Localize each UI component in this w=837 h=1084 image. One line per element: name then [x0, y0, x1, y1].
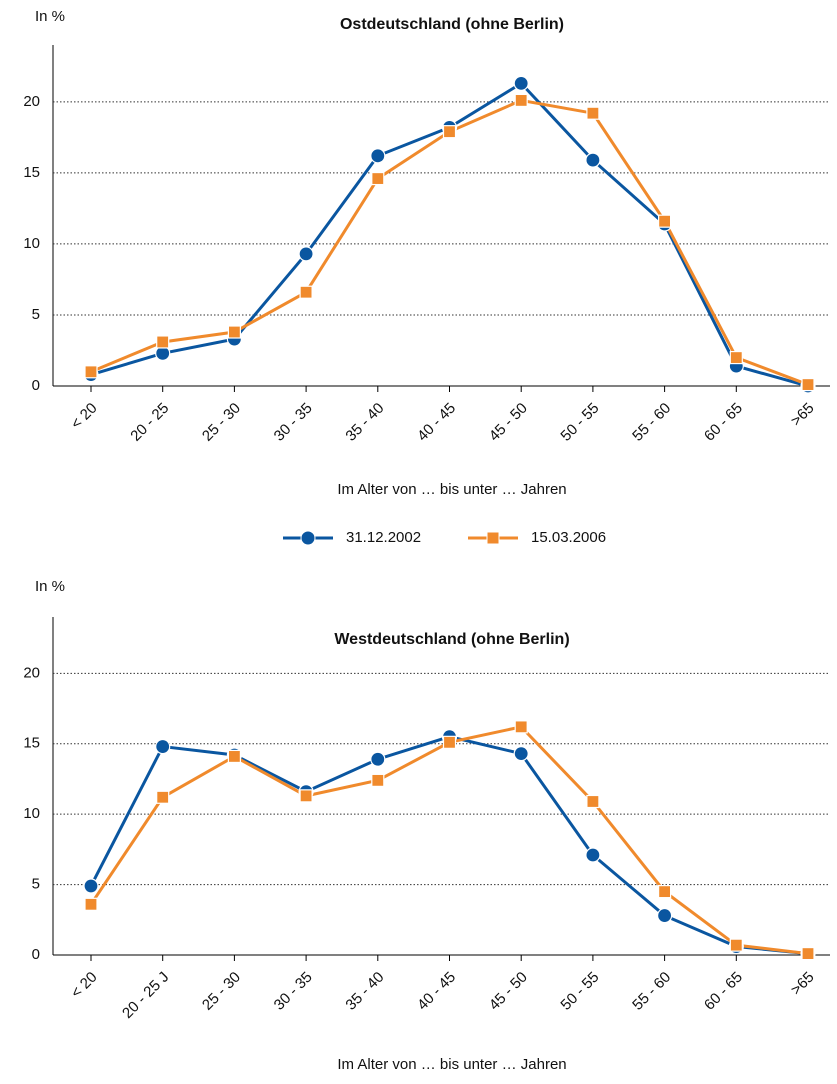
x-tick-label: 45 - 50	[486, 969, 531, 1014]
point	[156, 790, 170, 804]
y-tick-label: 10	[23, 235, 40, 252]
point	[299, 285, 313, 299]
x-tick-label: 20 - 25	[127, 400, 172, 445]
point	[729, 350, 743, 365]
y-axis-label: In %	[35, 8, 65, 25]
x-tick-label: 60 - 65	[701, 400, 746, 445]
point	[442, 125, 457, 139]
point	[83, 878, 99, 894]
point	[298, 246, 314, 262]
point	[801, 946, 815, 961]
x-tick-label: 30 - 35	[271, 400, 316, 445]
x-tick-label: >65	[788, 969, 818, 999]
y-tick-label: 15	[23, 735, 40, 752]
x-tick-label: 45 - 50	[486, 400, 531, 445]
x-tick-label: 20 - 25 J	[119, 969, 172, 1022]
y-tick-label: 15	[23, 164, 40, 181]
x-tick-label: < 20	[68, 400, 101, 433]
y-tick-label: 5	[32, 306, 40, 323]
point	[513, 746, 529, 762]
point	[801, 377, 815, 392]
x-tick-label: 25 - 30	[199, 969, 244, 1014]
point	[586, 794, 600, 809]
point	[371, 171, 385, 186]
chart-title: Ostdeutschland (ohne Berlin)	[340, 16, 564, 33]
x-axis-label: Im Alter von … bis unter … Jahren	[337, 481, 566, 498]
x-tick-label: 35 - 40	[342, 969, 387, 1014]
point	[656, 907, 673, 924]
chart-title: Westdeutschland (ohne Berlin)	[334, 631, 569, 648]
point	[442, 735, 457, 749]
x-tick-label: 50 - 55	[557, 400, 602, 445]
x-tick-label: 55 - 60	[629, 969, 674, 1014]
point	[657, 214, 672, 228]
point	[657, 885, 672, 899]
y-tick-label: 10	[23, 805, 40, 822]
point	[514, 720, 528, 734]
legend-label: 15.03.2006	[531, 529, 606, 546]
x-tick-label: 60 - 65	[701, 969, 746, 1014]
point	[513, 75, 529, 91]
legend-marker	[486, 531, 500, 545]
x-tick-label: 25 - 30	[199, 400, 244, 445]
x-tick-label: 40 - 45	[414, 969, 459, 1014]
x-tick-label: 40 - 45	[414, 400, 459, 445]
series-line	[89, 735, 809, 956]
point	[370, 148, 386, 164]
point	[585, 152, 601, 168]
x-tick-label: 30 - 35	[271, 969, 316, 1014]
point	[227, 325, 241, 339]
x-tick-label: < 20	[68, 969, 101, 1002]
point	[227, 749, 241, 764]
y-tick-label: 0	[32, 377, 40, 394]
point	[370, 751, 386, 767]
y-axis-label: In %	[35, 578, 65, 595]
point	[729, 938, 743, 952]
series-line	[89, 725, 809, 956]
legend-marker	[300, 530, 316, 546]
point	[585, 847, 601, 863]
point	[514, 93, 528, 108]
x-axis-label: Im Alter von … bis unter … Jahren	[337, 1056, 566, 1073]
x-tick-label: 55 - 60	[629, 400, 674, 445]
point	[156, 335, 170, 349]
point	[586, 106, 600, 120]
series-line	[90, 98, 809, 386]
x-tick-label: >65	[788, 400, 818, 430]
point	[371, 773, 385, 787]
x-tick-label: 50 - 55	[557, 969, 602, 1014]
x-tick-label: 35 - 40	[342, 400, 387, 445]
point	[299, 789, 313, 803]
y-tick-label: 20	[23, 93, 40, 110]
point	[155, 738, 171, 755]
legend-label: 31.12.2002	[346, 529, 421, 546]
point	[84, 897, 98, 911]
y-tick-label: 0	[32, 946, 40, 963]
y-tick-label: 20	[23, 664, 40, 681]
y-tick-label: 5	[32, 876, 40, 893]
point	[84, 365, 98, 379]
